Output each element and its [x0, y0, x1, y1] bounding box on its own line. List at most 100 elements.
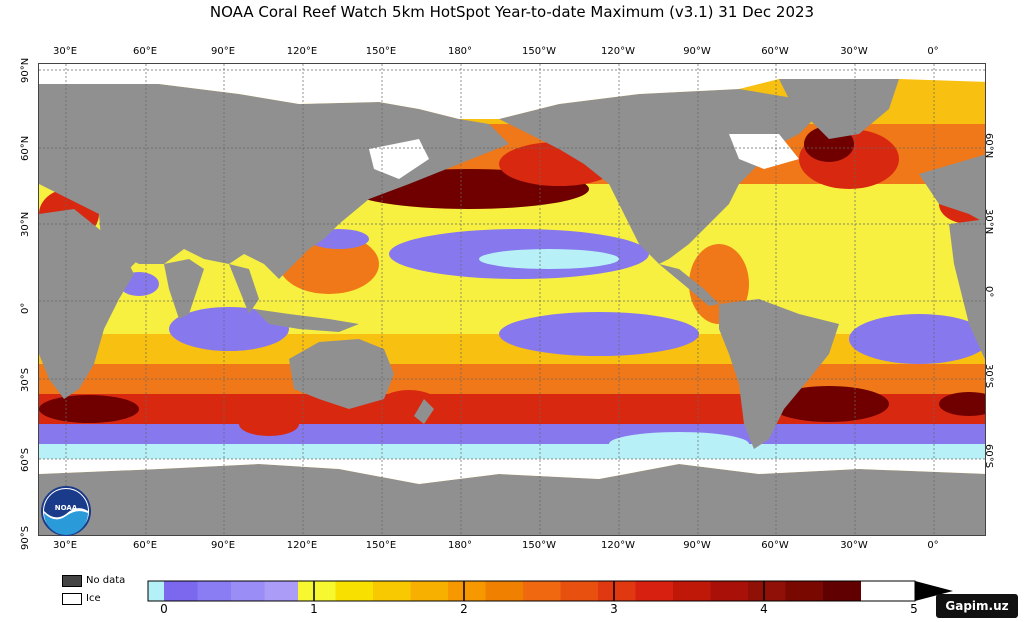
lon-label-top: 90°E — [210, 46, 236, 57]
colorbar-cell — [785, 581, 824, 601]
sst-hotspot-map — [39, 64, 985, 535]
lat-label-right: 30°N — [983, 209, 994, 235]
colorbar-cell — [373, 581, 411, 601]
lon-label-bottom: 120°E — [286, 540, 318, 551]
lat-label-right: 60°N — [983, 133, 994, 159]
lon-label-bottom: 150°W — [522, 540, 556, 551]
land-se-asia — [229, 264, 259, 314]
ice-okhotsk — [369, 139, 429, 179]
colorbar-cell — [485, 581, 524, 601]
page-title: NOAA Coral Reef Watch 5km HotSpot Year-t… — [209, 3, 815, 21]
cool-patches — [119, 229, 985, 456]
lon-label-top: 120°W — [601, 46, 635, 57]
colorbar-cell — [264, 581, 299, 601]
colorbar-cell — [598, 581, 636, 601]
logo-text: NOAA — [55, 504, 78, 512]
lat-label-left: 90°N — [20, 57, 31, 83]
colorbar-cell — [748, 581, 786, 601]
lon-label-bottom: 60°W — [761, 540, 789, 551]
watermark: Gapim.uz — [936, 594, 1018, 618]
ice-areas — [39, 64, 985, 484]
colorbar-cell — [823, 581, 861, 601]
colorbar-tick-label: 1 — [310, 602, 318, 616]
colorbar-tick-label: 0 — [160, 602, 168, 616]
land-eurasia — [39, 84, 509, 279]
drake-ice-edge — [609, 432, 749, 456]
land-central-america — [659, 264, 719, 306]
land-arabia — [94, 229, 139, 269]
lat-label-left: 90°S — [20, 525, 31, 550]
lon-label-top: 30°W — [840, 46, 868, 57]
ice-arctic — [39, 64, 985, 119]
south-pacific-cool — [499, 312, 699, 356]
lon-label-top: 30°E — [52, 46, 78, 57]
ice-label: Ice — [86, 593, 101, 604]
colorbar-cell — [231, 581, 265, 601]
colorbar-cell — [164, 581, 198, 601]
colorbar-cell — [635, 581, 674, 601]
indian-ocean-cool — [169, 307, 289, 351]
north-pacific-very-cool — [479, 249, 619, 269]
colorbar-cell — [410, 581, 449, 601]
south-indian-hotspot — [239, 412, 299, 436]
lon-label-top: 0° — [927, 46, 939, 57]
colorbar-cell — [335, 581, 374, 601]
noaa-logo-icon: NOAA — [41, 486, 91, 536]
lon-label-top: 150°E — [365, 46, 397, 57]
land-africa-west-edge — [949, 219, 985, 360]
land-south-america — [719, 299, 839, 449]
south-atlantic-hotspot — [769, 386, 889, 422]
lon-label-bottom: 120°W — [601, 540, 635, 551]
colorbar-tick-label: 5 — [910, 602, 918, 616]
lon-label-top: 60°E — [132, 46, 158, 57]
lat-label-left: 60°N — [20, 135, 31, 161]
land-antarctica — [39, 464, 985, 535]
lat-label-left: 60°S — [20, 447, 31, 472]
lat-label-right: 60°S — [983, 444, 994, 469]
lon-label-bottom: 60°E — [132, 540, 158, 551]
lon-label-bottom: 0° — [927, 540, 939, 551]
colorbar-tick-label: 3 — [610, 602, 618, 616]
lon-label-bottom: 30°E — [52, 540, 78, 551]
graticule — [39, 64, 985, 535]
lat-label-left: 30°S — [20, 367, 31, 392]
land-australia — [289, 339, 394, 409]
colorbar-cell — [673, 581, 711, 601]
colorbar-cell — [523, 581, 561, 601]
lon-label-bottom: 180° — [447, 540, 473, 551]
land-europe-west — [919, 154, 985, 223]
lat-label-left: 0° — [20, 302, 31, 314]
colorbar-cell — [148, 581, 165, 601]
lon-label-bottom: 90°W — [683, 540, 711, 551]
lon-label-bottom: 90°E — [210, 540, 236, 551]
colorbar-extend-arrow — [915, 581, 953, 601]
colorbar-cell — [560, 581, 599, 601]
south-atlantic-east-hotspot — [939, 392, 985, 416]
land-new-zealand — [414, 399, 434, 424]
lon-label-top: 180° — [447, 46, 473, 57]
map-panel — [38, 63, 986, 536]
lon-label-bottom: 150°E — [365, 540, 397, 551]
south-atlantic-cool — [849, 314, 985, 364]
lon-label-top: 60°W — [761, 46, 789, 57]
lat-label-left: 30°N — [20, 211, 31, 237]
colorbar-cell — [197, 581, 232, 601]
lat-label-right: 0° — [983, 286, 994, 298]
colorbar-cell — [448, 581, 486, 601]
lon-label-top: 120°E — [286, 46, 318, 57]
lon-label-top: 90°W — [683, 46, 711, 57]
ice-hudson — [729, 134, 799, 169]
no-data-swatch — [62, 575, 82, 587]
south-africa-hotspot — [39, 395, 139, 423]
lat-label-right: 30°S — [983, 364, 994, 389]
ice-swatch — [62, 593, 82, 605]
land-greenland — [779, 79, 899, 139]
land-north-america — [499, 89, 819, 264]
ice-antarctic-edge — [39, 459, 985, 484]
land-india — [164, 259, 204, 319]
colorbar — [147, 580, 953, 602]
colorbar-tick-label: 2 — [460, 602, 468, 616]
lon-label-top: 150°W — [522, 46, 556, 57]
land-indonesia — [254, 309, 359, 332]
no-data-label: No data — [86, 575, 126, 586]
